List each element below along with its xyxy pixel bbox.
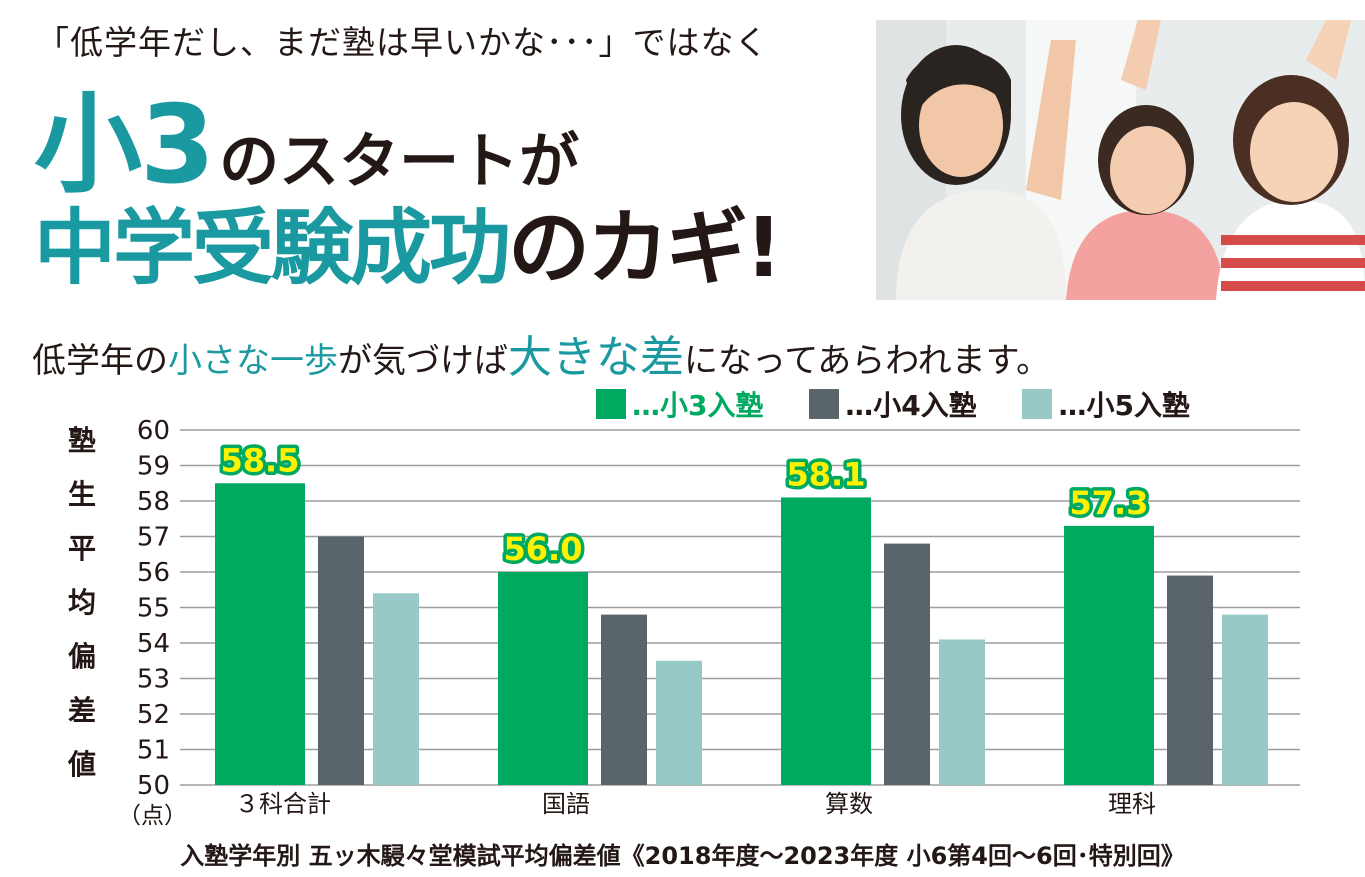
bar (1064, 525, 1154, 785)
headline-grade: 小3 (34, 83, 215, 208)
x-tick-label: 算数 (825, 790, 873, 818)
chart-legend: …小3入塾 …小4入塾 …小5入塾 (596, 384, 1190, 426)
y-axis-label-char: 生 (67, 478, 96, 511)
data-label: 58.5 (221, 441, 300, 479)
y-axis-label-char: 平 (67, 532, 96, 565)
legend-swatch-grade5 (1022, 389, 1053, 419)
y-tick-label: 60 (137, 416, 170, 446)
sub-text-1: 低学年の (32, 341, 168, 381)
y-axis-unit: （点） (118, 803, 187, 829)
y-axis-label-char: 偏 (67, 640, 96, 673)
sub-text-3: が気づけば (338, 341, 508, 381)
bar (1222, 614, 1268, 785)
x-tick-label: 理科 (1108, 790, 1156, 818)
y-tick-label: 52 (137, 700, 170, 730)
y-axis-label: 塾生平均偏差値 (62, 414, 102, 792)
bar (1167, 575, 1213, 785)
sub-text-5: になってあらわれます。 (684, 341, 1051, 381)
y-tick-label: 57 (137, 523, 170, 553)
legend-item-grade3: …小3入塾 (596, 384, 763, 424)
bar (884, 543, 930, 785)
y-tick-label: 56 (137, 558, 170, 588)
headline-start-text: のスタートが (219, 127, 580, 197)
y-axis-label-char: 塾 (67, 424, 96, 457)
bar-chart: 50 51 52 53 54 55 56 57 58 59 60 ３科合計 58.5 国語 56.0 算数 58… (137, 416, 1300, 818)
bar (656, 660, 702, 785)
x-tick-label: 国語 (542, 790, 590, 818)
y-tick-label: 50 (137, 771, 170, 801)
legend-label-grade4: …小4入塾 (845, 389, 977, 422)
y-tick-label: 59 (137, 452, 170, 482)
x-tick-label: ３科合計 (235, 790, 331, 818)
y-axis-label-char: 差 (67, 694, 96, 727)
chart-caption: 入塾学年別 五ッ木駸々堂模試平均偏差値《2018年度～2023年度 小6第4回～… (180, 842, 1185, 870)
y-tick-label: 54 (137, 629, 170, 659)
y-tick-label: 53 (137, 665, 170, 695)
bar (215, 483, 305, 785)
legend-item-grade5: …小5入塾 (1022, 384, 1190, 424)
y-tick-label: 58 (137, 487, 170, 517)
legend-swatch-grade4 (809, 389, 840, 419)
sub-text-2: 小さな一歩 (168, 341, 338, 381)
legend-swatch-grade3 (596, 389, 626, 419)
children-photo (876, 20, 1365, 300)
headline-line-1: 小3 のスタートが (34, 92, 579, 200)
bar (373, 593, 419, 785)
y-axis-label-char: 値 (67, 748, 96, 781)
subheadline: 低学年の小さな一歩が気づけば大きな差になってあらわれます。 (32, 332, 1050, 385)
data-label: 56.0 (504, 530, 583, 568)
bar (318, 536, 364, 785)
legend-item-grade4: …小4入塾 (809, 384, 977, 424)
sub-text-4: 大きな差 (508, 332, 684, 383)
data-label: 58.1 (787, 455, 866, 493)
headline-key-text: のカギ! (508, 201, 782, 296)
y-tick-label: 51 (137, 736, 170, 766)
data-label: 57.3 (1070, 484, 1149, 522)
tagline: 「低学年だし、まだ塾は早いかな･･･」ではなく (36, 23, 769, 62)
bar (939, 639, 985, 785)
y-tick-label: 55 (137, 594, 170, 624)
headline-line-2: 中学受験成功のカギ! (34, 208, 782, 290)
headline-success-text: 中学受験成功 (34, 201, 511, 296)
legend-label-grade3: …小3入塾 (632, 389, 764, 422)
legend-label-grade5: …小5入塾 (1058, 389, 1190, 422)
bar (498, 572, 588, 785)
bar (601, 614, 647, 785)
bar (781, 497, 871, 785)
y-axis-label-char: 均 (67, 586, 96, 619)
